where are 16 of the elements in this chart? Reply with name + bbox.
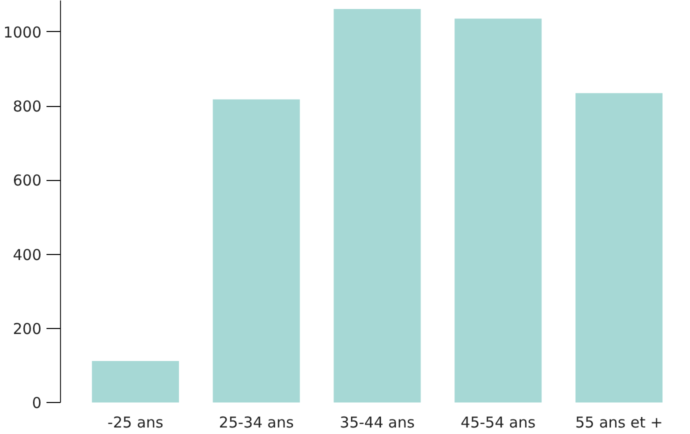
y-tick-label: 600 (12, 172, 42, 190)
x-tick-label: 35-44 ans (340, 414, 415, 432)
y-tick-label: 400 (12, 246, 42, 264)
x-tick-label: 45-54 ans (460, 414, 536, 432)
y-tick-label: 800 (12, 98, 42, 116)
bar (454, 18, 542, 402)
bar (575, 93, 663, 402)
x-tick-label: 25-34 ans (218, 414, 294, 432)
y-tick-label: 0 (32, 394, 42, 412)
y-tick-label: 200 (12, 320, 42, 338)
bar (334, 9, 421, 402)
bar (212, 99, 300, 402)
x-tick-label: 55 ans et + (575, 414, 663, 432)
x-tick-label: -25 ans (108, 414, 164, 432)
y-tick-label: 1000 (3, 23, 42, 42)
bar (92, 361, 179, 402)
